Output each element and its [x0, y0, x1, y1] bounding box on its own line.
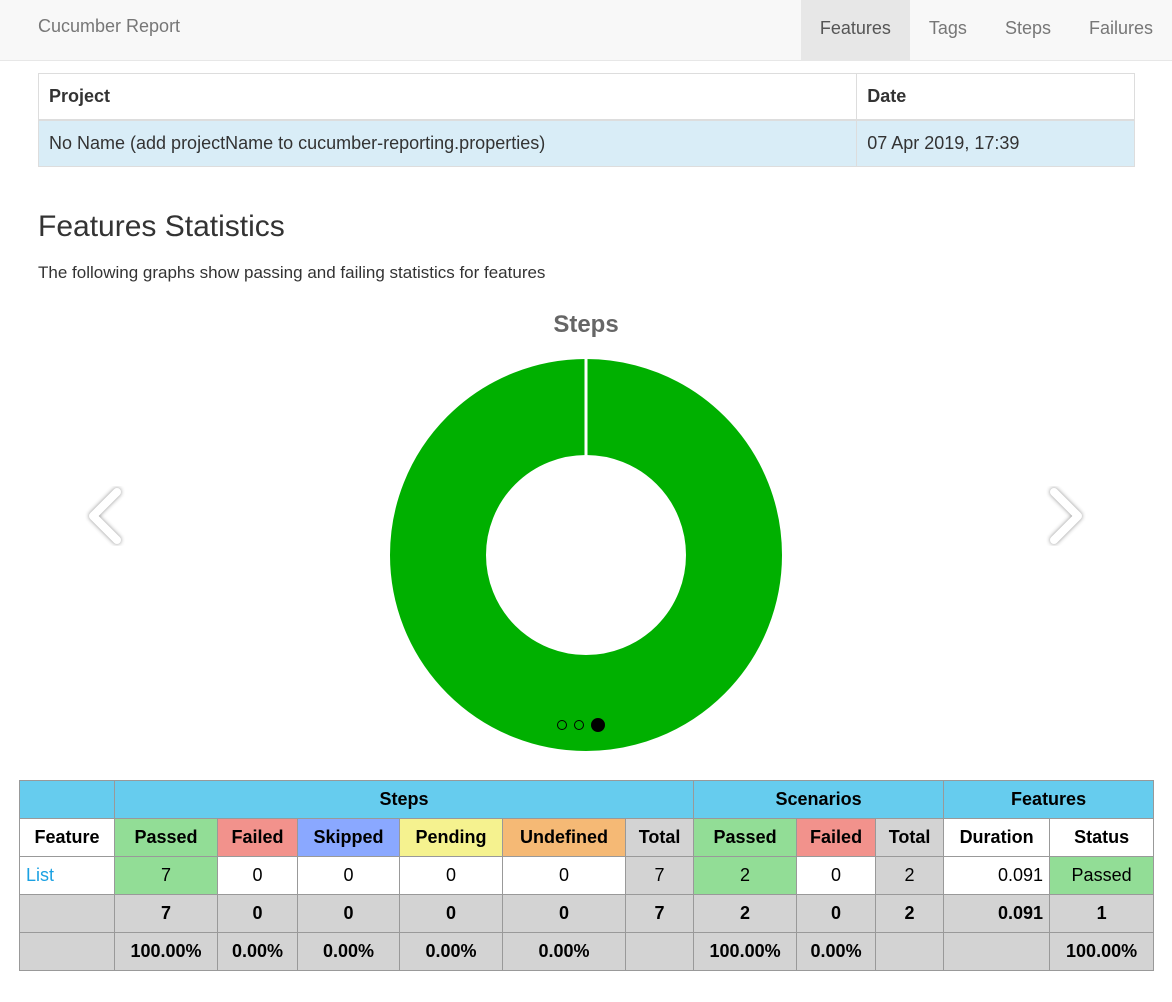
- totals-cell: 1: [1049, 894, 1155, 933]
- percentage-cell: 100.00%: [693, 932, 798, 971]
- steps-skipped-cell: 0: [297, 856, 400, 895]
- carousel-indicator-3[interactable]: [591, 718, 605, 732]
- nav-tabs: Features Tags Steps Failures: [800, 0, 1172, 60]
- nav-tab-tags[interactable]: Tags: [928, 18, 967, 38]
- feature-stats-table: Steps Scenarios Features Feature Passed …: [19, 780, 1155, 971]
- totals-cell: 0: [502, 894, 626, 933]
- col-header-scenarios-total[interactable]: Total: [875, 818, 945, 857]
- section-description: The following graphs show passing and fa…: [38, 263, 546, 282]
- totals-cell: 7: [624, 894, 695, 933]
- col-header-steps-passed[interactable]: Passed: [114, 818, 218, 857]
- steps-pending-cell: 0: [399, 856, 503, 895]
- col-header-steps-pending[interactable]: Pending: [399, 818, 503, 857]
- duration-cell: 0.091: [943, 856, 1051, 895]
- date-header: Date: [856, 73, 1135, 121]
- totals-cell: 7: [114, 894, 218, 933]
- col-header-steps-failed[interactable]: Failed: [217, 818, 298, 857]
- totals-cell: 0: [217, 894, 298, 933]
- col-header-feature[interactable]: Feature: [19, 818, 115, 857]
- steps-undefined-cell: 0: [502, 856, 626, 895]
- carousel-next-button[interactable]: [1046, 486, 1086, 546]
- carousel-indicators: [557, 718, 605, 732]
- project-table: Project Date No Name (add projectName to…: [37, 73, 1135, 167]
- carousel-indicator-2[interactable]: [574, 720, 584, 730]
- percentage-cell: [875, 932, 945, 971]
- scenarios-passed-cell: 2: [693, 856, 798, 895]
- percentages-row: 100.00% 0.00% 0.00% 0.00% 0.00% 100.00% …: [19, 932, 1155, 971]
- chart-title: Steps: [553, 311, 619, 338]
- totals-cell: 0: [297, 894, 400, 933]
- group-header-scenarios: Scenarios: [693, 780, 945, 819]
- feature-link[interactable]: List: [26, 865, 55, 885]
- project-name-cell: No Name (add projectName to cucumber-rep…: [37, 119, 858, 167]
- percentage-cell: 0.00%: [796, 932, 877, 971]
- section-title: Features Statistics: [38, 210, 285, 243]
- totals-cell: [19, 894, 115, 933]
- group-header-steps: Steps: [113, 780, 695, 819]
- totals-row: 7 0 0 0 0 7 2 0 2 0.091 1: [19, 894, 1155, 933]
- col-header-status[interactable]: Status: [1049, 818, 1155, 857]
- percentage-cell: [19, 932, 115, 971]
- percentage-cell: 100.00%: [1049, 932, 1155, 971]
- steps-total-cell: 7: [624, 856, 695, 895]
- steps-passed-cell: 7: [114, 856, 218, 895]
- col-header-steps-skipped[interactable]: Skipped: [297, 818, 400, 857]
- scenarios-failed-cell: 0: [796, 856, 877, 895]
- carousel-prev-button[interactable]: [85, 486, 125, 546]
- date-cell: 07 Apr 2019, 17:39: [856, 119, 1135, 167]
- percentage-cell: 0.00%: [502, 932, 626, 971]
- percentage-cell: 0.00%: [399, 932, 503, 971]
- col-header-steps-total[interactable]: Total: [624, 818, 695, 857]
- col-header-steps-undefined[interactable]: Undefined: [502, 818, 626, 857]
- table-row: List 7 0 0 0 0 7 2 0 2 0.091 Passed: [19, 856, 1155, 895]
- carousel-indicator-1[interactable]: [557, 720, 567, 730]
- status-cell: Passed: [1049, 856, 1155, 895]
- col-header-scenarios-passed[interactable]: Passed: [693, 818, 798, 857]
- totals-cell: 0: [399, 894, 503, 933]
- navbar: Cucumber Report Features Tags Steps Fail…: [0, 0, 1172, 61]
- feature-cell: List: [19, 856, 115, 895]
- col-header-duration[interactable]: Duration: [943, 818, 1051, 857]
- totals-cell: 2: [693, 894, 798, 933]
- chevron-right-icon: [1050, 488, 1082, 544]
- nav-tab-failures[interactable]: Failures: [1088, 18, 1153, 38]
- chevron-left-icon: [89, 488, 121, 544]
- percentage-cell: 0.00%: [297, 932, 400, 971]
- percentage-cell: [943, 932, 1051, 971]
- percentage-cell: 100.00%: [114, 932, 218, 971]
- brand-title[interactable]: Cucumber Report: [38, 16, 181, 36]
- scenarios-total-cell: 2: [875, 856, 945, 895]
- percentage-cell: 0.00%: [217, 932, 298, 971]
- percentage-cell: [624, 932, 695, 971]
- totals-cell: 2: [875, 894, 945, 933]
- project-header: Project: [37, 73, 858, 121]
- nav-tab-features[interactable]: Features: [800, 0, 910, 60]
- nav-tab-steps[interactable]: Steps: [1004, 18, 1051, 38]
- totals-cell: 0: [796, 894, 877, 933]
- steps-failed-cell: 0: [217, 856, 298, 895]
- col-header-scenarios-failed[interactable]: Failed: [796, 818, 877, 857]
- group-header-empty: [19, 780, 115, 819]
- totals-cell: 0.091: [943, 894, 1051, 933]
- group-header-features: Features: [943, 780, 1155, 819]
